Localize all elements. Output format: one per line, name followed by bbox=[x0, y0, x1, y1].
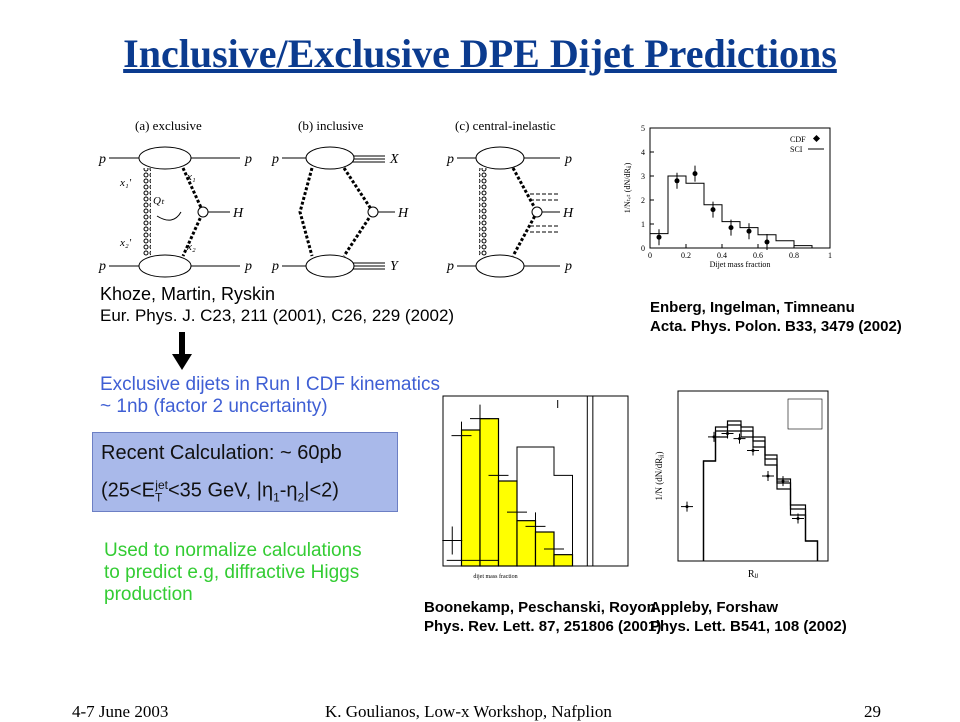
x-axis-label: Dijet mass fraction bbox=[710, 260, 771, 269]
down-arrow-icon bbox=[172, 332, 192, 370]
dpe-diagrams: (a) exclusive p p p p H x₁' x₁ x₂' x₂ Qₜ… bbox=[98, 118, 574, 278]
svg-text:Qₜ: Qₜ bbox=[153, 195, 165, 207]
data-point bbox=[712, 435, 716, 439]
svg-text:p: p bbox=[271, 152, 279, 167]
legend-cdf-marker bbox=[812, 134, 821, 143]
x-axis-label: dijet mass fraction bbox=[473, 573, 517, 580]
citation-bpr: Boonekamp, Peschanski, Royon Phys. Rev. … bbox=[424, 599, 662, 635]
plot-frame bbox=[677, 390, 829, 562]
data-point bbox=[726, 432, 729, 435]
diagram-a-label: (a) exclusive bbox=[135, 118, 202, 133]
legend-cdf: CDF bbox=[790, 135, 806, 144]
cdf-point bbox=[692, 171, 698, 177]
y-tick-label: 3 bbox=[641, 172, 645, 181]
calculation-box: Recent Calculation: ~ 60pb (25<ETjet<35 … bbox=[92, 432, 398, 512]
svg-text:p: p bbox=[564, 152, 572, 167]
svg-text:Y: Y bbox=[390, 259, 400, 274]
svg-text:p: p bbox=[98, 152, 106, 167]
y-axis-label: 1/N (dN/dRⱼⱼ) bbox=[654, 452, 664, 501]
legend-box bbox=[787, 398, 823, 430]
citation-eit: Enberg, Ingelman, Timneanu Acta. Phys. P… bbox=[650, 299, 902, 335]
data-point bbox=[738, 437, 741, 441]
plot-frame bbox=[649, 127, 831, 249]
y-axis-label: 1/Nₜₒₜ (dN/dRⱼⱼ) bbox=[623, 162, 632, 213]
y-tick-label: 2 bbox=[641, 196, 645, 205]
svg-text:p: p bbox=[98, 259, 106, 274]
slide-title: Inclusive/Exclusive DPE Dijet Prediction… bbox=[123, 31, 837, 76]
footer-author: K. Goulianos, Low-x Workshop, Nafplion bbox=[325, 702, 612, 721]
data-point bbox=[766, 474, 770, 478]
diagram-b-label: (b) inclusive bbox=[298, 118, 364, 133]
x-tick-label: 1 bbox=[828, 251, 832, 260]
yellow-bar bbox=[516, 520, 537, 567]
hist-line-3 bbox=[702, 420, 819, 561]
x-tick-label: 0.8 bbox=[789, 251, 799, 260]
hist-line-2 bbox=[702, 430, 819, 561]
svg-text:x₁: x₁ bbox=[186, 171, 196, 183]
footer-date: 4-7 June 2003 bbox=[72, 702, 169, 721]
svg-text:H: H bbox=[232, 206, 244, 221]
data-point bbox=[685, 505, 689, 509]
cdf-point bbox=[656, 234, 662, 240]
yellow-bar bbox=[497, 480, 518, 567]
yellow-bar bbox=[479, 418, 500, 567]
diagram-c: (c) central-inelastic p p p p H bbox=[446, 118, 574, 278]
yellow-bar bbox=[553, 554, 574, 567]
svg-text:p: p bbox=[244, 152, 252, 167]
legend-sci: SCI bbox=[790, 145, 803, 154]
diagram-c-label: (c) central-inelastic bbox=[455, 118, 556, 133]
svg-text:H: H bbox=[397, 206, 409, 221]
normalize-note: Used to normalize calculations to predic… bbox=[104, 540, 362, 605]
chart-appleby: 1/N (dN/dRⱼⱼ) Rⱼⱼ bbox=[654, 390, 829, 580]
citation-kmr: Khoze, Martin, Ryskin Eur. Phys. J. C23,… bbox=[100, 284, 455, 325]
cdf-point bbox=[674, 178, 680, 184]
x-axis-label: Rⱼⱼ bbox=[748, 569, 758, 580]
data-point bbox=[751, 449, 755, 452]
svg-text:p: p bbox=[446, 152, 454, 167]
y-tick-label: 4 bbox=[641, 148, 645, 157]
y-tick-label: 0 bbox=[641, 244, 645, 253]
citation-af: Appleby, Forshaw Phys. Lett. B541, 108 (… bbox=[650, 599, 847, 635]
chart-enberg: 0 0.2 0.4 0.6 0.8 1 0 1 2 3 4 5 Dijet mass fraction 1… bbox=[623, 124, 832, 269]
series-sci-line bbox=[649, 175, 830, 249]
svg-text:X: X bbox=[389, 152, 399, 167]
chart-boonekamp: dijet mass fraction bbox=[442, 395, 629, 580]
x-tick-label: 0.2 bbox=[681, 251, 691, 260]
cdf-point bbox=[728, 225, 734, 231]
svg-text:p: p bbox=[564, 259, 572, 274]
data-point bbox=[781, 479, 785, 483]
x-tick-label: 0 bbox=[648, 251, 652, 260]
x-tick-label: 0.4 bbox=[717, 251, 727, 260]
outline-hist bbox=[446, 446, 573, 561]
y-tick-label: 1 bbox=[641, 220, 645, 229]
svg-text:x₂': x₂' bbox=[119, 237, 132, 249]
page-number: 29 bbox=[864, 702, 881, 721]
cdf-point bbox=[710, 207, 716, 213]
svg-text:x₁': x₁' bbox=[119, 177, 132, 189]
svg-text:p: p bbox=[271, 259, 279, 274]
yellow-bar bbox=[460, 429, 481, 567]
exclusive-note: Exclusive dijets in Run I CDF kinematics… bbox=[100, 374, 440, 417]
calculation-cuts: (25<ETjet<35 GeV, |η1-η2|<2) bbox=[101, 478, 339, 505]
x-tick-label: 0.6 bbox=[753, 251, 763, 260]
svg-text:x₂: x₂ bbox=[186, 241, 196, 253]
diagram-b: (b) inclusive p X p Y H bbox=[271, 118, 409, 278]
diagram-a: (a) exclusive p p p p H x₁' x₁ x₂' x₂ Qₜ bbox=[98, 118, 252, 278]
svg-text:p: p bbox=[244, 259, 252, 274]
data-point bbox=[796, 517, 800, 520]
y-tick-label: 5 bbox=[641, 124, 645, 133]
svg-text:p: p bbox=[446, 259, 454, 274]
hist-line-1 bbox=[702, 424, 819, 561]
svg-text:H: H bbox=[562, 206, 574, 221]
cdf-point bbox=[746, 228, 752, 234]
cdf-point bbox=[764, 239, 770, 245]
